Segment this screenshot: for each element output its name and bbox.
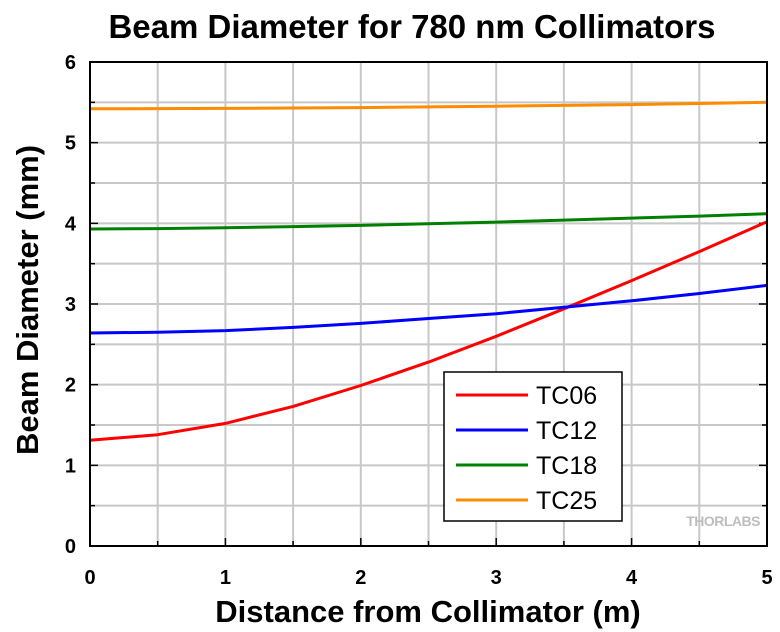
x-axis-label: Distance from Collimator (m) (215, 594, 640, 629)
y-tick-label: 6 (65, 52, 76, 74)
legend-label-tc18: TC18 (536, 452, 597, 480)
y-axis-label: Beam Diameter (mm) (10, 145, 45, 455)
x-tick-label: 1 (220, 567, 231, 589)
series-line-tc18 (89, 212, 768, 231)
legend-label-tc06: TC06 (536, 382, 597, 410)
plot-frame (89, 61, 768, 547)
tick-labels: 0 1 2 3 4 5 0 1 2 3 4 5 6 (65, 52, 773, 589)
x-tick-label: 2 (355, 567, 366, 589)
series-line-tc25 (89, 100, 768, 111)
y-tick-label: 2 (65, 375, 76, 397)
series-line-tc06 (89, 220, 768, 442)
y-tick-label: 3 (65, 294, 76, 316)
x-tick-label: 5 (761, 567, 772, 589)
legend: TC06 TC12 TC18 TC25 (443, 371, 623, 522)
y-tick-label: 4 (65, 213, 77, 235)
series-lines (89, 100, 768, 442)
x-tick-label: 0 (84, 567, 95, 589)
legend-label-tc12: TC12 (536, 417, 597, 445)
grid-lines (90, 62, 767, 546)
y-tick-label: 1 (65, 455, 76, 477)
legend-label-tc25: TC25 (536, 487, 597, 515)
y-tick-label: 0 (65, 536, 76, 558)
chart-title: Beam Diameter for 780 nm Collimators (108, 8, 715, 45)
y-tick-label: 5 (65, 133, 76, 155)
legend-box (443, 371, 623, 522)
x-tick-label: 4 (626, 567, 638, 589)
thorlabs-logo: THORLABS (686, 513, 760, 529)
x-tick-label: 3 (491, 567, 502, 589)
series-line-tc12 (89, 283, 768, 335)
